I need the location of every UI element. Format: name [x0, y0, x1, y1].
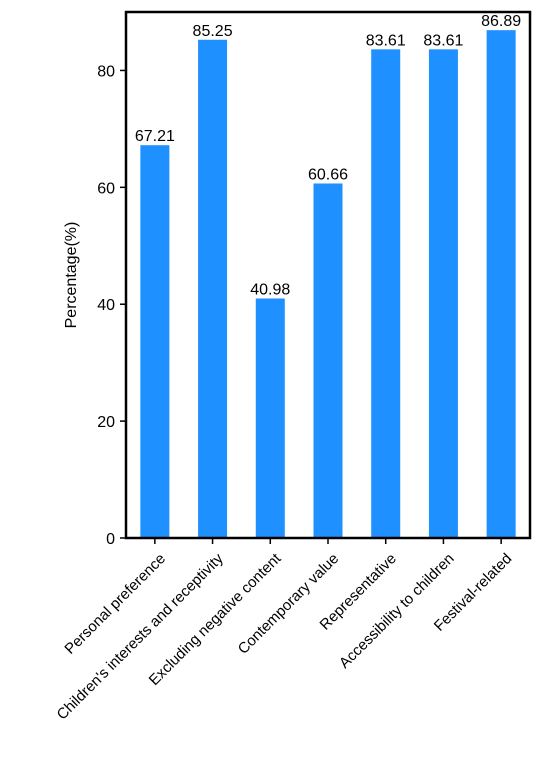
data-label-5: 83.61: [366, 32, 406, 49]
x-tick-label: Accessibility to children: [336, 550, 458, 672]
bar-3: [255, 298, 285, 538]
y-tick-label: 0: [106, 531, 115, 548]
x-tick-label: Contemporary value: [235, 550, 343, 658]
y-tick-label: 40: [97, 297, 115, 314]
data-label-3: 40.98: [250, 281, 290, 298]
data-label-2: 85.25: [193, 23, 233, 40]
bar-7: [486, 30, 516, 539]
bars-group: [140, 30, 516, 539]
y-tick-label: 20: [97, 414, 115, 431]
data-label-7: 86.89: [481, 13, 521, 30]
data-label-6: 83.61: [423, 32, 463, 49]
data-label-1: 67.21: [135, 128, 175, 145]
bar-6: [428, 49, 458, 538]
data-label-4: 60.66: [308, 166, 348, 183]
y-tick-label: 80: [97, 63, 115, 80]
bar-2: [198, 39, 228, 539]
data-labels-group: 67.21 85.25 40.98 60.66 83.61 83.61 86.89: [135, 13, 521, 298]
y-tick-label: 60: [97, 180, 115, 197]
y-axis-ticks: 0 20 40 60 80: [97, 63, 126, 548]
bar-1: [140, 145, 170, 538]
y-axis-title: Percentage(%): [63, 222, 80, 329]
bar-4: [313, 183, 343, 538]
x-tick-label: Personal preference: [61, 550, 169, 658]
bar-5: [371, 49, 401, 538]
